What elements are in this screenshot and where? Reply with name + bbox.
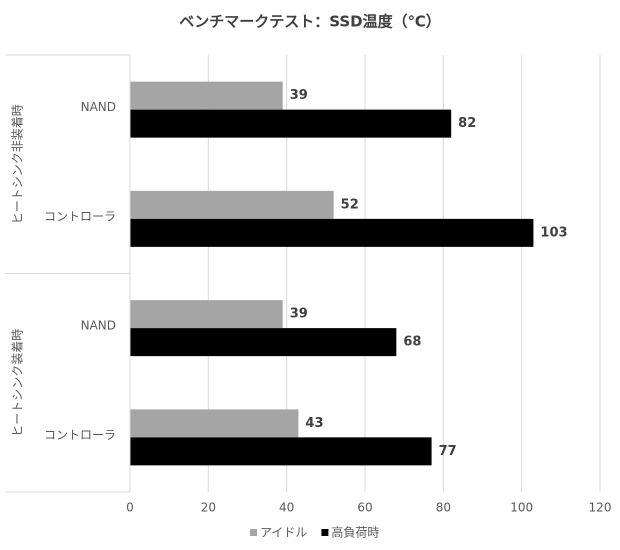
value-label: 82 [458,116,476,131]
group-label: ヒートシンク非装着時 [10,104,25,224]
legend-label: アイドル [260,526,307,540]
bar [130,190,334,219]
legend-swatch [321,529,329,536]
x-tick-label: 60 [357,501,372,515]
value-label: 39 [290,307,308,322]
bar [130,300,283,329]
y-tick-label: NAND [81,319,116,333]
value-label: 68 [403,335,421,350]
bar [130,218,534,247]
bar [130,109,452,138]
legend-label: 高負荷時 [331,525,379,540]
group-label: ヒートシンク装着時 [10,329,25,437]
x-tick-label: 20 [201,501,216,515]
value-label: 52 [341,197,359,212]
value-label: 43 [305,416,323,431]
y-tick-label: NAND [81,100,116,114]
y-tick-label: コントローラ [44,209,116,223]
bar [130,81,283,110]
value-label: 39 [290,88,308,103]
bar [130,409,299,438]
bar [130,437,432,466]
bar [130,328,397,357]
legend-swatch [250,529,257,536]
x-tick-label: 100 [510,501,533,515]
x-tick-label: 120 [589,501,612,515]
value-label: 77 [439,444,457,459]
value-label: 103 [540,225,567,240]
y-tick-label: コントローラ [44,428,116,442]
x-tick-label: 0 [126,501,134,515]
x-tick-label: 40 [279,501,294,515]
chart-title: ベンチマークテスト：SSD温度（℃） [179,13,441,31]
x-tick-label: 80 [436,501,451,515]
